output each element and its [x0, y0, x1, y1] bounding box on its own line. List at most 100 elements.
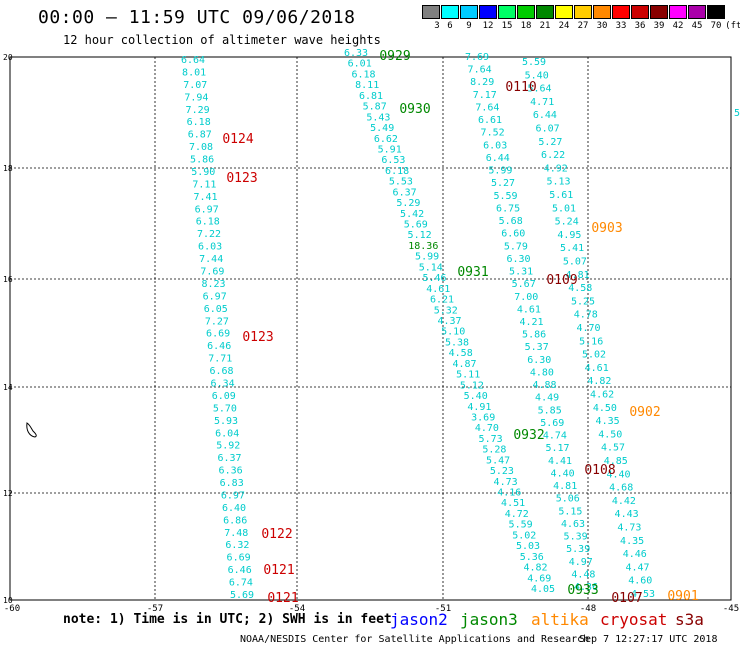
pass-label-altika: 0902 — [629, 405, 660, 420]
wave-height-value: 7.22 — [197, 229, 221, 240]
wave-height-value: 5.03 — [516, 541, 540, 552]
wave-height-value: 6.30 — [506, 254, 530, 265]
wave-height-value: 7.00 — [514, 292, 538, 303]
wave-height-value: 5.02 — [582, 350, 606, 361]
wave-height-value: 6.75 — [496, 203, 520, 214]
wave-height-value: 7.69 — [200, 267, 224, 278]
wave-height-value: 6.46 — [228, 565, 252, 576]
wave-height-value: 5.25 — [571, 296, 595, 307]
wave-height-value: 6.34 — [211, 379, 235, 390]
wave-height-value: 4.50 — [598, 429, 622, 440]
lat-tick-label: 12 — [3, 489, 13, 498]
colorbar-label: 21 — [539, 21, 551, 31]
wave-height-value: 6.03 — [483, 140, 507, 151]
wave-height-value: 7.17 — [473, 90, 497, 101]
wave-height-value: 5.90 — [191, 167, 215, 178]
wave-height-value: 5.07 — [563, 257, 587, 268]
wave-height-value: 5.79 — [504, 241, 528, 252]
wave-height-value: 6.40 — [222, 503, 246, 514]
colorbar-swatch — [517, 5, 535, 19]
wave-height-value: 4.63 — [561, 519, 585, 530]
wave-height-value: 5.93 — [214, 416, 238, 427]
wave-height-value: 4.78 — [574, 310, 598, 321]
wave-height-value: 5.27 — [538, 137, 562, 148]
wave-height-value: 5.15 — [558, 506, 582, 517]
colorbar-swatch — [555, 5, 573, 19]
colorbar-label: 12 — [482, 21, 494, 31]
wave-height-value: 4.50 — [593, 403, 617, 414]
pass-label-jason3: 0930 — [399, 102, 430, 117]
wave-height-value: 6.07 — [536, 124, 560, 135]
wave-height-value: 5.91 — [378, 145, 402, 156]
lon-tick-label: -60 — [4, 604, 20, 614]
wave-height-value: 6.81 — [359, 91, 383, 102]
wave-height-value: 4.35 — [596, 416, 620, 427]
wave-height-value: 5.36 — [520, 552, 544, 563]
pass-label-cryosat: 0122 — [261, 527, 292, 542]
wave-height-value: 5.46 — [422, 273, 446, 284]
wave-height-value: 5.12 — [460, 380, 484, 391]
wave-height-value: 5.41 — [560, 243, 584, 254]
edge-value: 5 — [734, 108, 740, 119]
wave-height-value: 8.23 — [201, 279, 225, 290]
wave-height-value: 5.40 — [464, 391, 488, 402]
wave-height-value: 8.01 — [182, 67, 206, 78]
wave-height-value: 5.70 — [213, 403, 237, 414]
wave-height-value: 4.05 — [531, 584, 555, 595]
wave-height-value: 5.59 — [522, 57, 546, 68]
wave-height-value: 7.08 — [189, 142, 213, 153]
wave-height-value: 5.23 — [490, 466, 514, 477]
colorbar-swatch — [441, 5, 459, 19]
wave-height-value: 5.37 — [525, 342, 549, 353]
wave-height-value: 5.86 — [522, 330, 546, 341]
wave-height-value: 5.59 — [493, 191, 517, 202]
colorbar-label: 36 — [634, 21, 646, 31]
wave-height-value: 6.83 — [220, 478, 244, 489]
colorbar-swatch — [479, 5, 497, 19]
wave-height-value: 5.13 — [546, 177, 570, 188]
wave-height-value: 5.69 — [540, 418, 564, 429]
wave-height-value: 5.69 — [404, 220, 428, 231]
wave-height-value: 4.88 — [532, 380, 556, 391]
pass-label-cryosat: 0121 — [263, 563, 294, 578]
pass-label-jason3: 0933 — [567, 583, 598, 598]
wave-height-value: 5.31 — [509, 267, 533, 278]
wave-height-value: 6.61 — [478, 115, 502, 126]
wave-height-value: 4.68 — [609, 483, 633, 494]
wave-height-value: 5.17 — [545, 443, 569, 454]
wave-height-value: 5.28 — [482, 445, 506, 456]
legend-cryosat: cryosat — [600, 610, 668, 629]
wave-height-value: 4.73 — [617, 523, 641, 534]
wave-height-value: 4.73 — [494, 477, 518, 488]
wave-height-value: 8.11 — [355, 80, 379, 91]
wave-height-value: 7.64 — [475, 103, 499, 114]
pass-label-jason3: 0932 — [513, 428, 544, 443]
wave-height-value: 6.87 — [188, 130, 212, 141]
wave-height-value: 5.49 — [370, 123, 394, 134]
colorbar-swatch — [536, 5, 554, 19]
lon-tick-label: -57 — [147, 604, 163, 614]
wave-height-value: 6.86 — [223, 515, 247, 526]
colorbar-label: 15 — [501, 21, 513, 31]
wave-height-value: 6.22 — [541, 150, 565, 161]
wave-height-value: 4.53 — [631, 589, 655, 600]
wave-height-value: 8.29 — [470, 77, 494, 88]
wave-height-value: 6.37 — [217, 453, 241, 464]
colorbar-label: 9 — [466, 21, 472, 31]
colorbar-label: 45 — [691, 21, 703, 31]
wave-height-value: 5.14 — [419, 262, 443, 273]
wave-height-value: 7.94 — [184, 92, 208, 103]
wave-height-value: 4.57 — [601, 443, 625, 454]
wave-height-value: 4.21 — [519, 317, 543, 328]
wave-height-value: 4.72 — [505, 509, 529, 520]
wave-height-value: 4.62 — [590, 390, 614, 401]
map-subtitle: 12 hour collection of altimeter wave hei… — [63, 33, 381, 47]
wave-height-value: 6.44 — [533, 110, 557, 121]
colorbar-label: 30 — [596, 21, 608, 31]
wave-height-value: 4.36 — [574, 582, 598, 593]
legend-altika: altika — [531, 610, 589, 629]
wave-height-value: 4.87 — [452, 359, 476, 370]
wave-height-value: 5.42 — [400, 209, 424, 220]
wave-height-value: 4.16 — [497, 488, 521, 499]
